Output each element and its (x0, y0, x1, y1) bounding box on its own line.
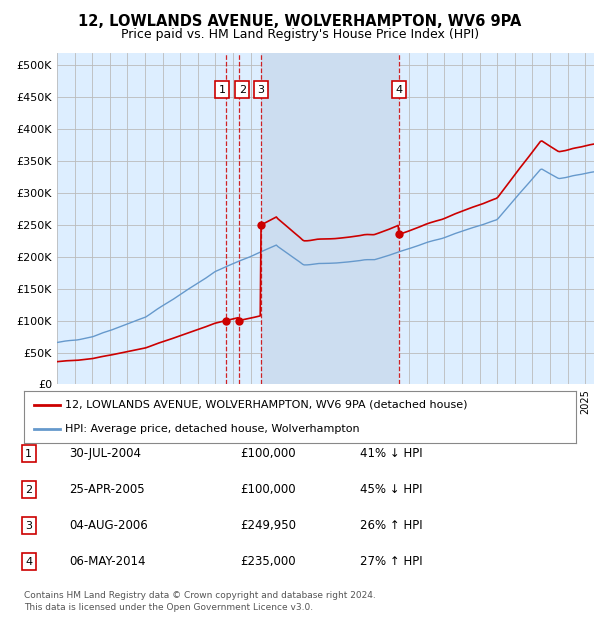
Text: 27% ↑ HPI: 27% ↑ HPI (360, 556, 422, 568)
Text: 1: 1 (218, 85, 226, 95)
Text: 41% ↓ HPI: 41% ↓ HPI (360, 448, 422, 460)
Text: 25-APR-2005: 25-APR-2005 (69, 484, 145, 496)
Text: 45% ↓ HPI: 45% ↓ HPI (360, 484, 422, 496)
Text: 3: 3 (25, 521, 32, 531)
Text: 30-JUL-2004: 30-JUL-2004 (69, 448, 141, 460)
Text: £100,000: £100,000 (240, 484, 296, 496)
Text: This data is licensed under the Open Government Licence v3.0.: This data is licensed under the Open Gov… (24, 603, 313, 612)
Bar (261, 53, 399, 384)
Text: 12, LOWLANDS AVENUE, WOLVERHAMPTON, WV6 9PA (detached house): 12, LOWLANDS AVENUE, WOLVERHAMPTON, WV6 … (65, 400, 468, 410)
Text: 4: 4 (395, 85, 403, 95)
Text: Price paid vs. HM Land Registry's House Price Index (HPI): Price paid vs. HM Land Registry's House … (121, 28, 479, 41)
Text: HPI: Average price, detached house, Wolverhampton: HPI: Average price, detached house, Wolv… (65, 424, 360, 434)
Text: £249,950: £249,950 (240, 520, 296, 532)
Text: £100,000: £100,000 (240, 448, 296, 460)
Text: 2: 2 (25, 485, 32, 495)
Text: 26% ↑ HPI: 26% ↑ HPI (360, 520, 422, 532)
Text: 3: 3 (257, 85, 265, 95)
Text: £235,000: £235,000 (240, 556, 296, 568)
Text: 1: 1 (25, 449, 32, 459)
Text: 06-MAY-2014: 06-MAY-2014 (69, 556, 146, 568)
Text: 2: 2 (239, 85, 246, 95)
Text: 12, LOWLANDS AVENUE, WOLVERHAMPTON, WV6 9PA: 12, LOWLANDS AVENUE, WOLVERHAMPTON, WV6 … (79, 14, 521, 29)
Text: Contains HM Land Registry data © Crown copyright and database right 2024.: Contains HM Land Registry data © Crown c… (24, 590, 376, 600)
Text: 04-AUG-2006: 04-AUG-2006 (69, 520, 148, 532)
Text: 4: 4 (25, 557, 32, 567)
